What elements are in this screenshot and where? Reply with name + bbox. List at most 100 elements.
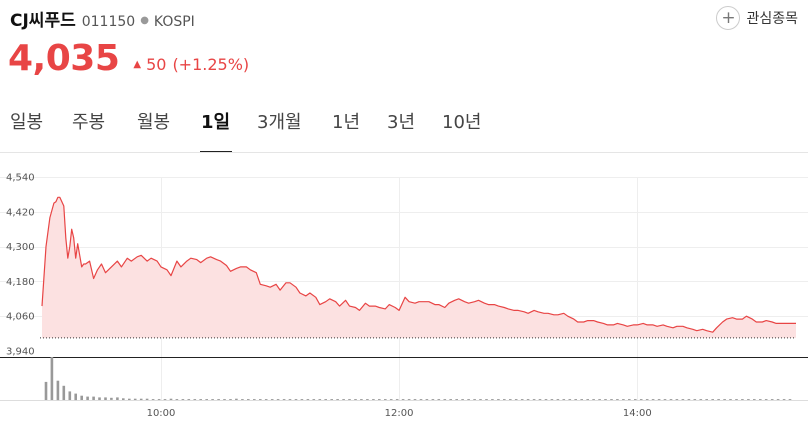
volume-bar — [634, 399, 637, 400]
change-percent: (+1.25%) — [172, 55, 250, 74]
volume-bar — [413, 399, 417, 400]
volume-bar — [729, 399, 732, 400]
volume-bar — [68, 391, 72, 400]
volume-bar — [788, 399, 792, 400]
volume-bar — [669, 399, 673, 400]
tab-daily-candle[interactable]: 일봉 — [10, 112, 44, 133]
volume-bar — [366, 399, 369, 400]
volume-bar — [759, 399, 762, 400]
volume-bar — [62, 385, 66, 400]
volume-bar — [181, 399, 185, 400]
add-favorite-button[interactable]: + 관심종목 — [716, 6, 798, 30]
volume-bar — [705, 399, 708, 400]
y-tick-label: 4,540 — [6, 173, 35, 184]
volume-bar — [235, 398, 238, 400]
volume-bar — [80, 395, 83, 400]
tab-10-years[interactable]: 10년 — [442, 112, 482, 133]
volume-bar — [50, 357, 54, 400]
tab-weekly-candle[interactable]: 주봉 — [72, 112, 106, 133]
volume-bar — [330, 399, 333, 400]
volume-bar — [639, 399, 643, 400]
separator-dot: ● — [140, 15, 149, 26]
volume-bar — [681, 399, 685, 400]
volume-bar — [509, 399, 512, 400]
volume-bar — [116, 397, 119, 400]
volume-bar — [443, 399, 447, 400]
volume-bar — [741, 399, 744, 400]
volume-bar — [187, 399, 191, 400]
volume-bar — [92, 396, 95, 400]
price-area-fill — [42, 197, 796, 338]
tab-1-day[interactable]: 1일 — [201, 112, 231, 133]
volume-bar — [467, 399, 470, 400]
volume-bar — [282, 399, 286, 400]
volume-bar — [461, 399, 464, 400]
volume-bar — [395, 399, 399, 400]
volume-bar — [86, 396, 89, 400]
volume-bar — [241, 399, 244, 400]
volume-bar — [276, 399, 280, 400]
y-tick-label: 4,060 — [6, 312, 35, 323]
volume-bar — [675, 399, 679, 400]
volume-bar — [616, 399, 619, 400]
volume-bar — [622, 399, 625, 400]
current-price: 4,035 — [8, 38, 120, 79]
volume-bar — [324, 399, 327, 400]
stock-header: CJ씨푸드 011150 ● KOSPI — [10, 6, 195, 31]
intraday-price-chart[interactable]: 4,540 4,420 4,300 4,180 4,060 3,940 10:00 12:0… — [0, 152, 808, 428]
volume-bar — [342, 399, 345, 400]
volume-bar — [503, 399, 506, 400]
volume-bar — [753, 399, 756, 400]
x-tick-label: 10:00 — [147, 408, 176, 419]
volume-bar — [747, 399, 750, 400]
volume-bar — [711, 399, 714, 400]
volume-bar — [604, 399, 607, 400]
volume-bar — [568, 399, 572, 400]
favorite-label: 관심종목 — [746, 11, 798, 27]
plus-icon: + — [716, 6, 741, 30]
price-change: ▲ 50 (+1.25%) — [133, 55, 249, 74]
volume-bar — [306, 399, 310, 400]
volume-bar — [348, 399, 351, 400]
volume-bar — [485, 399, 488, 400]
volume-bar — [770, 399, 774, 400]
tab-3-months[interactable]: 3개월 — [257, 112, 302, 133]
tab-1-year[interactable]: 1년 — [332, 112, 361, 133]
volume-bar — [223, 399, 226, 400]
volume-bar — [431, 399, 435, 400]
volume-bar — [562, 399, 566, 400]
volume-bar — [556, 399, 560, 400]
volume-bar — [657, 399, 661, 400]
up-arrow-icon: ▲ — [133, 59, 142, 70]
volume-bar — [764, 399, 768, 400]
volume-bar — [259, 399, 262, 400]
volume-bar — [437, 399, 441, 400]
volume-bar — [98, 397, 101, 400]
volume-bar — [193, 399, 197, 400]
x-tick-label: 14:00 — [623, 408, 652, 419]
volume-bar — [169, 398, 173, 400]
change-amount: 50 — [146, 55, 167, 74]
volume-bar — [336, 399, 339, 400]
price-row: 4,035 ▲ 50 (+1.25%) — [8, 38, 249, 79]
volume-bar — [211, 399, 214, 400]
volume-bar — [270, 399, 274, 400]
volume-bar — [645, 399, 649, 400]
volume-bar — [229, 399, 232, 400]
y-tick-label: 4,180 — [6, 277, 35, 288]
volume-bar — [580, 399, 583, 400]
tab-monthly-candle[interactable]: 월봉 — [137, 112, 171, 133]
volume-bar — [538, 399, 542, 400]
tab-3-years[interactable]: 3년 — [387, 112, 416, 133]
volume-bar — [145, 398, 149, 400]
volume-bar — [592, 399, 595, 400]
volume-bar — [586, 399, 589, 400]
stock-code: 011150 — [81, 14, 136, 30]
volume-bar — [574, 399, 577, 400]
volume-bar — [497, 399, 500, 400]
volume-bar — [550, 399, 554, 400]
volume-bar — [449, 399, 452, 400]
volume-bar — [407, 399, 411, 400]
volume-bar — [782, 399, 786, 400]
volume-bar — [520, 399, 524, 400]
